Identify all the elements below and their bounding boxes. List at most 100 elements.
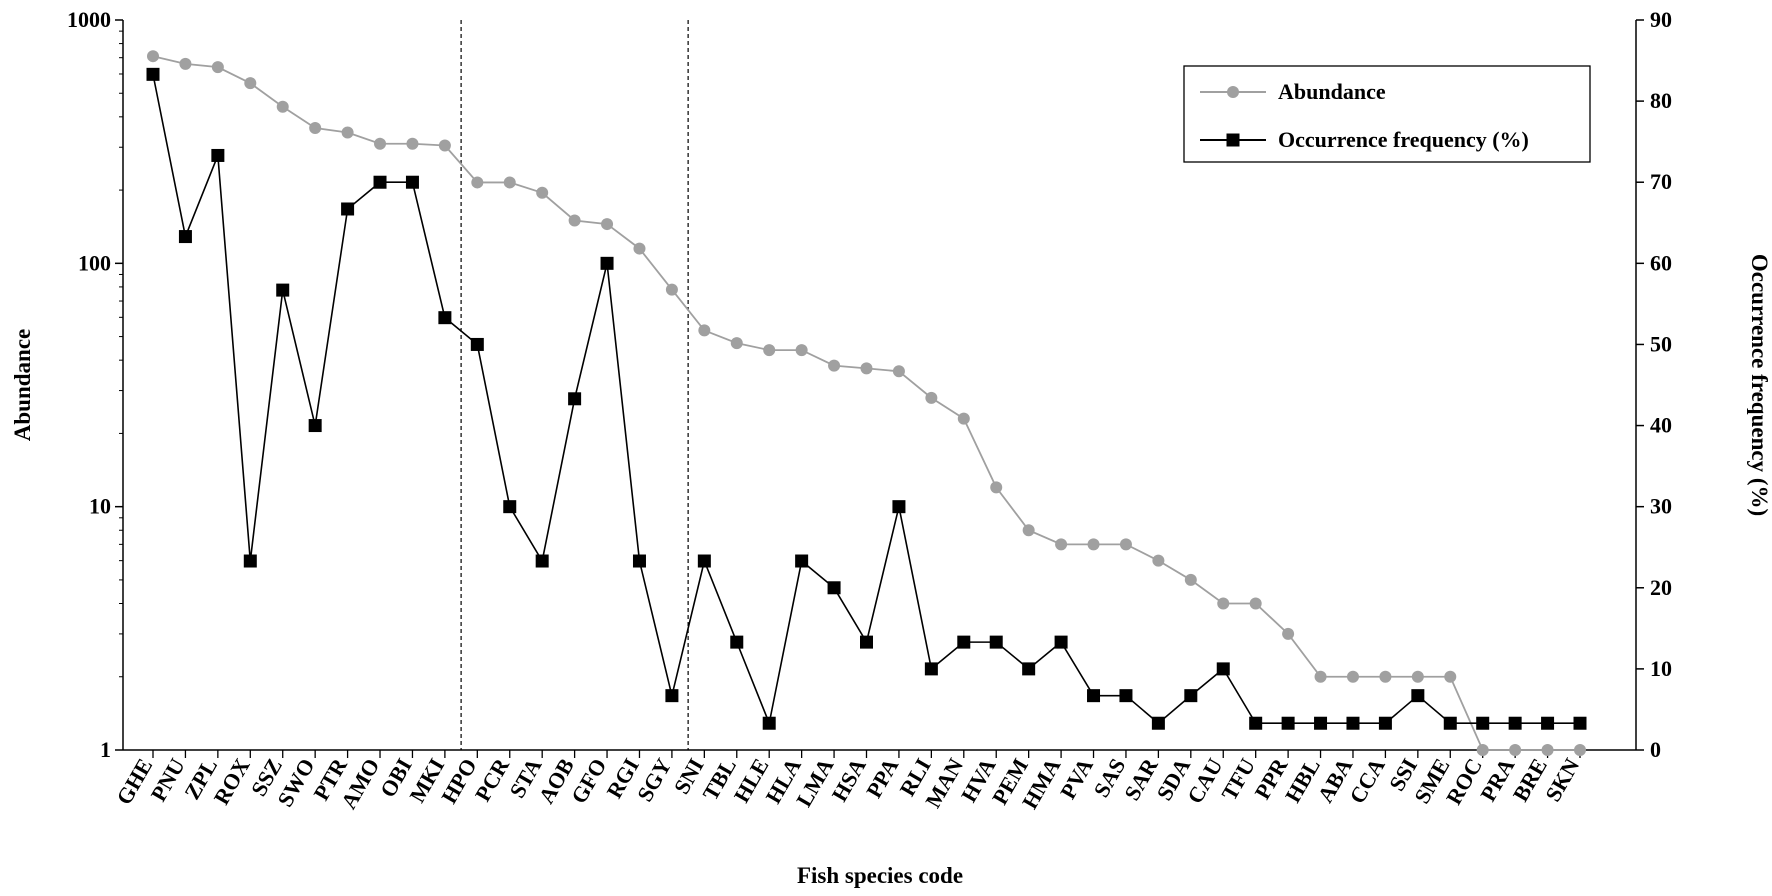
abundance-point-gfo (601, 218, 614, 231)
occurrence-point-sta (535, 554, 549, 568)
occurrence-point-hva (989, 635, 1003, 649)
occurrence-point-pcr (503, 500, 517, 514)
plot-area (122, 20, 1637, 751)
left-axis-ticks: 1 10 100 1000 (67, 7, 123, 762)
abundance-point-pra (1509, 744, 1522, 756)
occurrence-point-gfo (600, 256, 614, 270)
right-tick-label: 80 (1650, 88, 1672, 113)
abundance-point-ptr (341, 126, 354, 139)
series-abundance (147, 50, 1586, 756)
x-tick-label-pcr: PCR (470, 753, 515, 806)
abundance-point-hsa (860, 362, 873, 375)
abundance-point-pva (1087, 538, 1100, 551)
right-tick-label: 60 (1650, 250, 1672, 275)
occurrence-point-hbl (1314, 716, 1328, 730)
x-tick-label-hpo: HPO (436, 754, 481, 808)
abundance-point-mki (438, 139, 451, 152)
occurrence-point-amo (373, 175, 387, 189)
abundance-point-sme (1444, 670, 1457, 683)
occurrence-point-hsa (860, 635, 873, 649)
occurrence-point-skn (1573, 716, 1587, 730)
occurrence-point-swo (308, 419, 322, 433)
occurrence-point-ssi (1411, 689, 1425, 703)
abundance-point-cau (1217, 597, 1230, 610)
occurrence-point-sar (1151, 716, 1165, 730)
x-tick-label-cau: CAU (1182, 754, 1228, 808)
x-tick-label-cca: CCA (1344, 754, 1390, 808)
occurrence-point-aba (1346, 716, 1360, 730)
x-tick-label-pva: PVA (1055, 754, 1098, 803)
right-tick-label: 0 (1650, 737, 1661, 762)
right-tick-label: 50 (1650, 331, 1672, 356)
abundance-point-hbl (1314, 670, 1327, 683)
abundance-point-ssz (276, 100, 289, 113)
occurrence-point-pem (1022, 662, 1036, 676)
abundance-point-tfu (1249, 597, 1262, 610)
left-tick-label: 10 (89, 494, 111, 519)
occurrence-point-zpl (211, 148, 225, 162)
abundance-point-cca (1379, 670, 1392, 683)
abundance-point-rgi (633, 242, 646, 255)
legend-box (1183, 65, 1591, 163)
abundance-point-pcr (503, 176, 516, 189)
abundance-point-hla (795, 344, 808, 357)
x-tick-label-rox: ROX (209, 754, 255, 809)
occurrence-point-ppa (892, 500, 906, 514)
occurrence-point-hla (795, 554, 809, 568)
abundance-point-obi (406, 137, 419, 150)
x-tick-label-bre: BRE (1508, 754, 1552, 806)
abundance-point-ssi (1411, 670, 1424, 683)
occurrence-point-sni (697, 554, 711, 568)
x-tick-label-sar: SAR (1119, 753, 1163, 805)
x-tick-label-hbl: HBL (1280, 754, 1325, 807)
x-tick-label-sgy: SGY (632, 754, 676, 806)
x-axis-title: Fish species code (797, 863, 963, 888)
x-tick-label-skn: SKN (1540, 754, 1584, 806)
x-tick-label-ghe: GHE (111, 754, 157, 809)
abundance-point-rox (244, 77, 257, 90)
abundance-point-aba (1346, 670, 1359, 683)
x-tick-label-hsa: HSA (827, 754, 871, 806)
abundance-point-man (957, 412, 970, 425)
left-tick-label: 1000 (67, 7, 111, 32)
abundance-point-hma (1055, 538, 1068, 551)
occurrence-point-rgi (632, 554, 646, 568)
legend-occurrence-marker (1226, 133, 1240, 147)
occurrence-point-ptr (341, 202, 355, 216)
x-tick-label-tfu: TFU (1216, 754, 1260, 805)
left-tick-label: 100 (78, 250, 111, 275)
abundance-point-sni (698, 324, 711, 337)
occurrence-point-hpo (470, 337, 484, 351)
right-tick-label: 30 (1650, 494, 1672, 519)
occurrence-point-pnu (178, 230, 192, 244)
x-tick-label-roc: ROC (1441, 754, 1487, 809)
occurrence-point-obi (405, 175, 419, 189)
occurrence-point-pva (1087, 689, 1101, 703)
abundance-point-sta (536, 186, 549, 199)
group-separators (460, 20, 689, 750)
occurrence-point-cau (1216, 662, 1230, 676)
series-occurrence-frequency (146, 67, 1587, 730)
occurrence-point-tfu (1249, 716, 1263, 730)
occurrence-point-rli (924, 662, 938, 676)
abundance-point-zpl (211, 61, 224, 74)
right-tick-label: 40 (1650, 413, 1672, 438)
abundance-point-roc (1476, 744, 1489, 756)
abundance-point-aob (568, 214, 581, 227)
abundance-point-ppa (892, 365, 905, 378)
abundance-point-sda (1184, 573, 1197, 586)
occurrence-point-hle (762, 716, 776, 730)
x-tick-label-pnu: PNU (146, 754, 190, 806)
right-axis-ticks: 0 10 20 30 40 50 60 70 80 90 (1636, 7, 1672, 762)
abundance-point-sgy (665, 283, 678, 296)
x-tick-label-gfo: GFO (566, 754, 611, 808)
abundance-point-hva (990, 481, 1003, 494)
abundance-point-pem (1022, 524, 1035, 537)
occurrence-point-ssz (276, 283, 290, 297)
right-tick-label: 10 (1650, 656, 1672, 681)
abundance-point-hle (763, 344, 776, 357)
y-axis-title: Abundance (10, 329, 35, 441)
y2-axis-title: Occurrence frequency (%) (1747, 254, 1772, 516)
abundance-point-hpo (471, 176, 484, 189)
occurrence-point-sme (1443, 716, 1457, 730)
